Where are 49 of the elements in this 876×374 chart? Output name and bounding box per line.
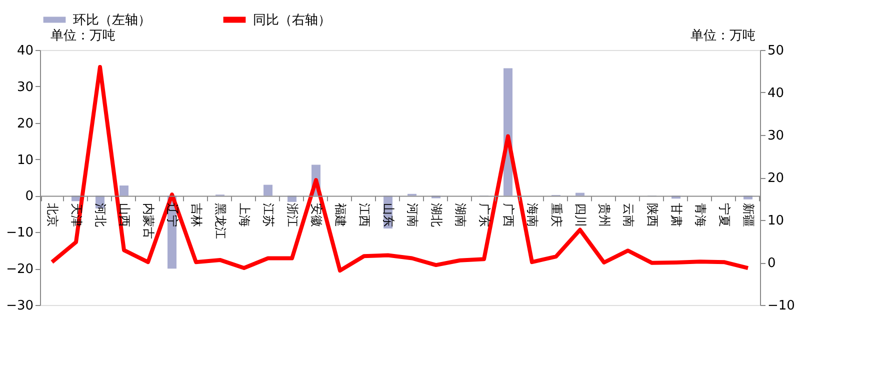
x-tick-label: 陕西 [646,203,660,228]
x-tick-label: 贵州 [598,203,612,228]
x-tick-label: 广西 [502,203,516,228]
y2-tick-label: 0 [768,256,776,271]
x-tick-label: 海南 [526,203,540,228]
x-tick-label: 山东 [382,203,396,228]
x-tick-label: 江苏 [262,203,276,228]
x-tick-label: 湖南 [454,203,468,228]
x-tick-label: 湖北 [430,203,444,228]
y2-tick-label: −10 [768,298,795,314]
y-tick-label: −20 [6,262,34,278]
x-tick-label: 新疆 [742,203,756,228]
y-tick-label: 20 [16,116,34,132]
y-tick-label: 10 [16,152,34,168]
y-tick-label: −30 [6,298,34,314]
x-tick-label: 云南 [622,203,636,228]
x-tick-label: 浙江 [286,203,300,228]
x-tick-label: 青海 [694,203,708,228]
x-tick-label: 宁夏 [718,203,732,228]
y2-tick-label: 40 [768,86,784,101]
x-tick-label: 辽宁 [166,203,180,228]
x-tick-label: 河北 [94,203,108,228]
x-tick-label: 黑龙江 [214,203,228,240]
x-tick-label: 山西 [118,203,132,228]
x-tick-label: 安徽 [310,203,324,228]
y-axis-title: 单位：万吨 [50,28,116,44]
y-tick-label: 0 [25,189,34,204]
x-tick-label: 天津 [70,203,84,228]
y2-axis-title: 单位：万吨 [690,28,756,44]
x-tick-label: 吉林 [190,203,204,228]
y-tick-label: 30 [16,80,34,95]
y2-tick-label: 10 [768,214,784,228]
x-tick-label: 四川 [574,203,588,228]
x-tick-label: 上海 [238,203,252,228]
x-tick-label: 福建 [334,203,348,228]
x-tick-label: 内蒙古 [142,203,156,240]
y2-tick-label: 20 [768,171,784,186]
x-tick-label: 甘肃 [670,203,684,228]
y-tick-label: 40 [16,44,34,58]
legend-label: 环比（左轴） [73,12,151,28]
y2-tick-label: 30 [768,128,784,144]
y2-tick-label: 50 [768,44,784,58]
x-tick-label: 江西 [358,203,372,228]
x-tick-label: 北京 [46,203,60,228]
x-tick-label: 河南 [406,203,420,228]
y-tick-label: −10 [6,226,34,241]
x-tick-label: 重庆 [550,203,564,228]
x-tick-label: 广东 [478,203,492,228]
legend-label: 同比（右轴） [253,12,331,28]
